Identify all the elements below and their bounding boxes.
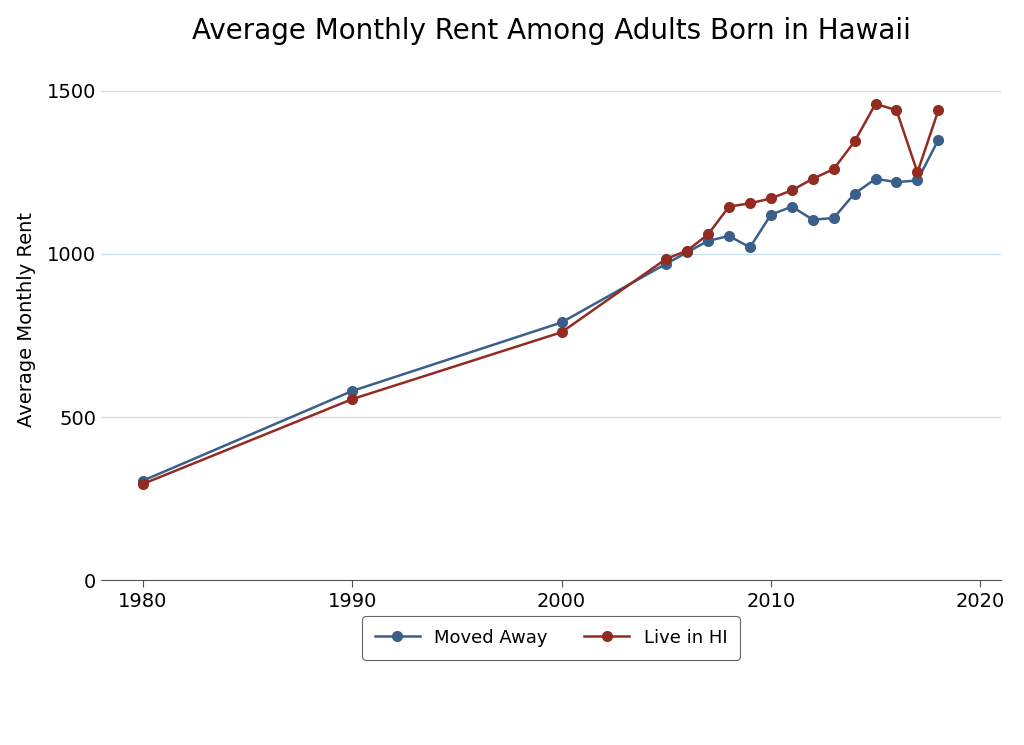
Live in HI — [807, 174, 819, 183]
Line: Moved Away: Moved Away — [138, 135, 943, 486]
Moved Away — [765, 210, 777, 219]
Moved Away — [869, 174, 882, 183]
Moved Away — [785, 202, 798, 211]
Moved Away — [660, 259, 673, 268]
Live in HI — [743, 199, 756, 208]
Live in HI — [555, 328, 567, 337]
Moved Away — [681, 248, 693, 257]
Live in HI — [890, 106, 902, 115]
Moved Away — [807, 215, 819, 224]
Moved Away — [701, 236, 714, 245]
Moved Away — [743, 243, 756, 252]
Y-axis label: Average Monthly Rent: Average Monthly Rent — [16, 212, 36, 427]
Title: Average Monthly Rent Among Adults Born in Hawaii: Average Monthly Rent Among Adults Born i… — [191, 16, 910, 45]
Live in HI — [911, 168, 924, 177]
Live in HI — [827, 165, 840, 174]
Live in HI — [660, 254, 673, 263]
Live in HI — [346, 395, 358, 404]
Line: Live in HI: Live in HI — [138, 99, 943, 489]
Live in HI — [785, 186, 798, 194]
Moved Away — [555, 318, 567, 327]
Legend: Moved Away, Live in HI: Moved Away, Live in HI — [362, 616, 740, 660]
Moved Away — [346, 387, 358, 396]
Moved Away — [723, 232, 735, 241]
Live in HI — [765, 194, 777, 203]
Moved Away — [890, 177, 902, 186]
X-axis label: year: year — [529, 619, 572, 638]
Live in HI — [701, 230, 714, 239]
Live in HI — [681, 246, 693, 255]
Moved Away — [932, 136, 944, 145]
Moved Away — [849, 189, 861, 198]
Moved Away — [911, 176, 924, 185]
Live in HI — [849, 137, 861, 146]
Moved Away — [827, 214, 840, 223]
Live in HI — [869, 99, 882, 108]
Live in HI — [932, 106, 944, 115]
Live in HI — [137, 480, 150, 489]
Moved Away — [137, 476, 150, 485]
Live in HI — [723, 202, 735, 211]
